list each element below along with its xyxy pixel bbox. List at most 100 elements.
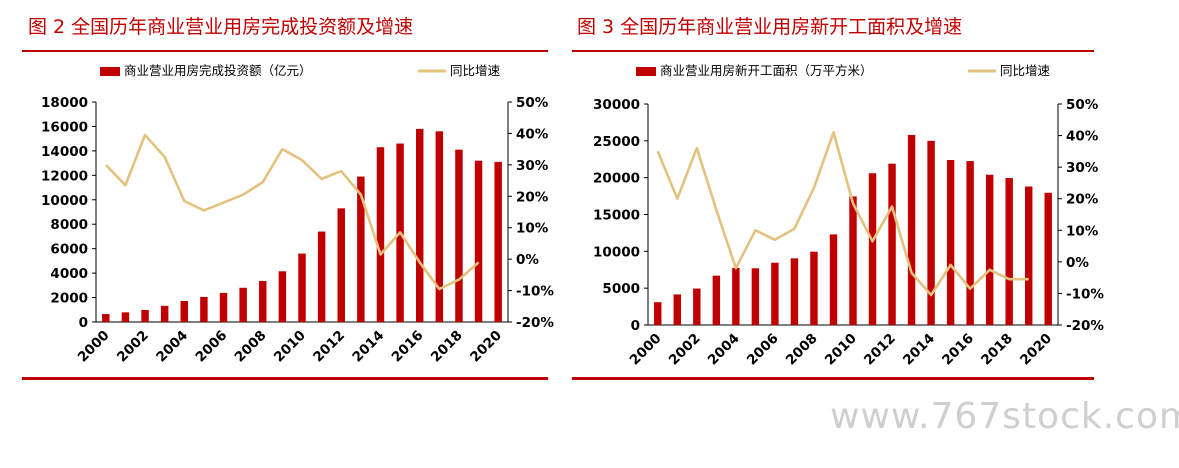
right-tick-label: 10% <box>1066 223 1099 239</box>
bar-2017 <box>435 131 444 322</box>
bar-2006 <box>771 262 779 325</box>
bar-2014 <box>927 140 935 325</box>
bar-2004 <box>732 267 740 325</box>
left-tick-label: 12000 <box>41 168 88 184</box>
x-tick-label: 2002 <box>114 328 152 366</box>
bar-2016 <box>966 161 974 325</box>
x-tick-label: 2016 <box>389 328 427 366</box>
left-tick-label: 16000 <box>41 119 88 135</box>
right-tick-label: -20% <box>1066 318 1104 334</box>
bar-2003 <box>160 305 169 322</box>
bar-2019 <box>474 160 483 322</box>
bar-2012 <box>888 163 896 325</box>
figure-2-bottom-rule <box>22 377 548 380</box>
right-tick-label: 20% <box>516 189 549 205</box>
bar-2010 <box>849 196 857 325</box>
x-tick-label: 2016 <box>939 331 977 369</box>
right-tick-label: 0% <box>1066 255 1089 271</box>
x-tick-label: 2002 <box>666 331 704 369</box>
bar-2019 <box>1025 186 1033 325</box>
bar-2005 <box>751 268 760 325</box>
figure-3-bottom-rule <box>572 377 1094 380</box>
legend-bar-label: 商业营业用房完成投资额（亿元） <box>124 63 312 78</box>
watermark: www.767stock.com <box>830 396 1179 437</box>
legend-bar-swatch <box>636 67 656 76</box>
legend-bar-label: 商业营业用房新开工面积（万平方米） <box>660 63 873 78</box>
x-tick-label: 2018 <box>978 331 1016 369</box>
right-tick-label: 40% <box>1066 129 1099 145</box>
x-tick-label: 2020 <box>1017 331 1055 369</box>
x-tick-label: 2014 <box>900 331 938 369</box>
left-tick-label: 10000 <box>41 193 88 209</box>
x-tick-label: 2010 <box>822 331 860 369</box>
x-tick-label: 2006 <box>192 328 230 366</box>
x-tick-label: 2018 <box>428 328 466 366</box>
right-tick-label: 20% <box>1066 192 1099 208</box>
growth-line <box>656 131 1029 297</box>
left-tick-label: 25000 <box>593 134 640 150</box>
figure-2-title: 图 2 全国历年商业营业用房完成投资额及增速 <box>28 16 414 38</box>
bar-2007 <box>790 258 799 325</box>
right-tick-label: 50% <box>516 95 549 111</box>
bar-2020 <box>1044 192 1052 325</box>
figure-3-title: 图 3 全国历年商业营业用房新开工面积及增速 <box>577 16 963 38</box>
left-tick-label: 5000 <box>602 281 640 297</box>
bar-2012 <box>337 208 345 322</box>
left-tick-label: 20000 <box>593 171 640 187</box>
bar-2004 <box>180 300 189 322</box>
x-tick-label: 2008 <box>783 331 821 369</box>
x-tick-label: 2012 <box>310 328 348 366</box>
figure-2-chart: 商业营业用房完成投资额（亿元） 同比增速 0 2000 4000 6000 8000 1000… <box>41 63 554 366</box>
bar-2016 <box>415 128 424 322</box>
x-tick-label: 2014 <box>349 328 387 366</box>
bar-2015 <box>946 159 955 325</box>
right-tick-label: -20% <box>516 315 554 331</box>
bar-2009 <box>829 234 838 325</box>
left-tick-label: 15000 <box>593 208 640 224</box>
legend-bar-swatch <box>100 67 120 76</box>
bar-2007 <box>239 287 247 322</box>
x-tick-label: 2012 <box>861 331 899 369</box>
bar-2000 <box>102 314 110 322</box>
right-tick-label: 50% <box>1066 97 1099 113</box>
right-tick-label: 10% <box>516 221 549 237</box>
bar-2000 <box>654 302 662 325</box>
x-tick-label: 2000 <box>627 331 665 369</box>
left-tick-label: 30000 <box>593 97 640 113</box>
figure-3-chart: 商业营业用房新开工面积（万平方米） 同比增速 0 5000 10000 15000 2000… <box>593 63 1104 369</box>
bar-2008 <box>810 251 818 325</box>
bar-2014 <box>376 147 385 322</box>
right-tick-label: -10% <box>1066 286 1104 302</box>
bar-2013 <box>357 176 365 322</box>
figure-3-title-rule <box>572 50 1094 52</box>
bar-2006 <box>219 292 228 322</box>
bar-2010 <box>298 253 306 322</box>
x-tick-label: 2004 <box>705 331 743 369</box>
growth-line <box>104 133 480 291</box>
right-tick-label: 0% <box>516 252 539 268</box>
right-tick-label: 30% <box>1066 160 1099 176</box>
right-tick-label: 40% <box>516 126 549 142</box>
left-tick-label: 0 <box>79 315 88 331</box>
left-tick-label: 0 <box>631 318 640 334</box>
x-tick-label: 2020 <box>467 328 505 366</box>
bar-2005 <box>200 296 208 322</box>
bar-2001 <box>121 312 130 322</box>
right-tick-label: -10% <box>516 284 554 300</box>
left-tick-label: 6000 <box>50 242 88 258</box>
bar-2013 <box>907 134 916 325</box>
bar-2001 <box>673 294 681 325</box>
figure-2-title-rule <box>22 50 548 52</box>
left-tick-label: 14000 <box>41 144 88 160</box>
left-tick-label: 8000 <box>50 217 88 233</box>
left-tick-label: 2000 <box>50 291 88 307</box>
left-tick-label: 4000 <box>50 266 88 282</box>
bar-2003 <box>712 275 721 325</box>
bar-2020 <box>494 161 502 322</box>
bar-2009 <box>278 271 287 322</box>
legend-line-label: 同比增速 <box>450 63 501 78</box>
bar-2018 <box>455 149 463 322</box>
bar-2002 <box>141 310 149 322</box>
x-tick-label: 2006 <box>744 331 782 369</box>
x-tick-label: 2004 <box>153 328 191 366</box>
